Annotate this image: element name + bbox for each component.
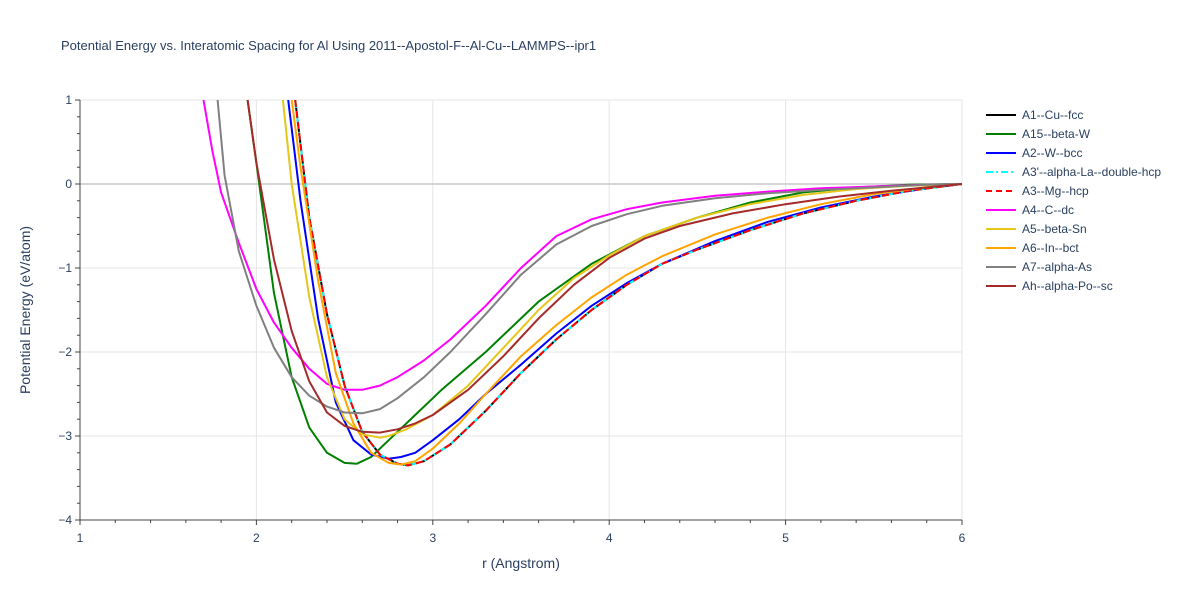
legend-item-2[interactable]: A2--W--bcc bbox=[986, 146, 1082, 160]
legend-label: A7--alpha-As bbox=[1022, 260, 1092, 274]
chart-title: Potential Energy vs. Interatomic Spacing… bbox=[61, 38, 596, 53]
x-tick-label: 3 bbox=[429, 531, 436, 545]
legend-item-1[interactable]: A15--beta-W bbox=[986, 127, 1091, 141]
y-tick-label: −2 bbox=[58, 345, 72, 359]
y-tick-label: 0 bbox=[65, 177, 72, 191]
legend[interactable]: A1--Cu--fcc A15--beta-W A2--W--bcc A3'--alp… bbox=[986, 108, 1161, 293]
legend-label: A3--Mg--hcp bbox=[1022, 184, 1089, 198]
legend-item-7[interactable]: A6--In--bct bbox=[986, 241, 1079, 255]
y-tick-label: 1 bbox=[65, 93, 72, 107]
y-tick-label: −3 bbox=[58, 429, 72, 443]
x-tick-label: 6 bbox=[959, 531, 966, 545]
series-line-9 bbox=[246, 100, 962, 434]
legend-label: A5--beta-Sn bbox=[1022, 222, 1087, 236]
legend-item-3[interactable]: A3'--alpha-La--double-hcp bbox=[986, 165, 1161, 179]
x-tick-label: 5 bbox=[782, 531, 789, 545]
legend-item-9[interactable]: Ah--alpha-Po--sc bbox=[986, 279, 1113, 293]
y-tick-label: −1 bbox=[58, 261, 72, 275]
legend-label: A2--W--bcc bbox=[1022, 146, 1082, 160]
x-tick-label: 4 bbox=[606, 531, 613, 545]
legend-label: A6--In--bct bbox=[1022, 241, 1079, 255]
legend-label: A4--C--dc bbox=[1022, 203, 1074, 217]
x-tick-label: 2 bbox=[253, 531, 260, 545]
legend-item-8[interactable]: A7--alpha-As bbox=[986, 260, 1092, 274]
x-axis-title: r (Angstrom) bbox=[482, 555, 560, 571]
series-line-8 bbox=[216, 100, 962, 415]
x-tick-label: 1 bbox=[77, 531, 84, 545]
y-tick-label: −4 bbox=[58, 513, 72, 527]
series-line-7 bbox=[290, 100, 962, 466]
series-layer bbox=[202, 100, 962, 467]
legend-item-0[interactable]: A1--Cu--fcc bbox=[986, 108, 1083, 122]
legend-label: A3'--alpha-La--double-hcp bbox=[1022, 165, 1161, 179]
legend-item-5[interactable]: A4--C--dc bbox=[986, 203, 1074, 217]
series-line-4 bbox=[294, 100, 962, 467]
legend-item-4[interactable]: A3--Mg--hcp bbox=[986, 184, 1089, 198]
legend-label: A1--Cu--fcc bbox=[1022, 108, 1083, 122]
series-line-5 bbox=[202, 100, 962, 391]
series-line-1 bbox=[246, 100, 962, 465]
legend-label: Ah--alpha-Po--sc bbox=[1022, 279, 1113, 293]
series-line-6 bbox=[281, 100, 962, 439]
axes: 1 2 3 4 5 6 −4 −3 −2 −1 0 1 bbox=[58, 93, 965, 545]
legend-item-6[interactable]: A5--beta-Sn bbox=[986, 222, 1087, 236]
y-axis-title: Potential Energy (eV/atom) bbox=[17, 226, 33, 394]
legend-label: A15--beta-W bbox=[1022, 127, 1091, 141]
